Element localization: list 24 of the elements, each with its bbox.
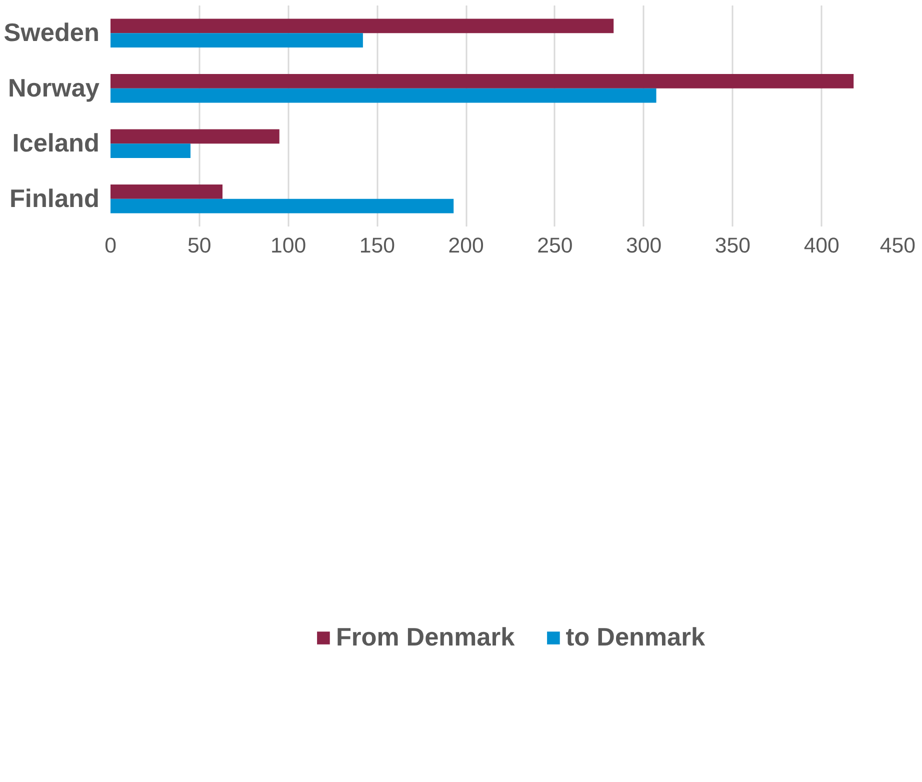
legend-label: From Denmark (336, 623, 515, 652)
bar (110, 144, 190, 158)
bar (110, 198, 454, 214)
x-tick-label: 0 (104, 234, 117, 258)
bar (110, 18, 614, 34)
x-tick-label: 100 (270, 234, 306, 258)
x-tick-label: 350 (714, 234, 751, 258)
y-tick-label: Sweden (4, 19, 100, 48)
x-tick-label: 250 (537, 234, 573, 258)
y-tick-label: Finland (9, 184, 100, 213)
bar (110, 88, 656, 103)
bar (110, 129, 280, 144)
x-tick-label: 450 (880, 234, 916, 258)
y-tick-label: Norway (8, 74, 100, 102)
bar (110, 74, 854, 88)
x-tick-label: 200 (448, 234, 484, 258)
x-tick-label: 300 (626, 234, 662, 258)
x-tick-label: 50 (188, 234, 212, 258)
legend-label: to Denmark (566, 623, 706, 652)
y-tick-label: Iceland (12, 130, 100, 158)
x-tick-label: 400 (804, 234, 840, 258)
bar (110, 33, 363, 48)
x-tick-label: 150 (359, 234, 396, 258)
bar (110, 184, 222, 199)
